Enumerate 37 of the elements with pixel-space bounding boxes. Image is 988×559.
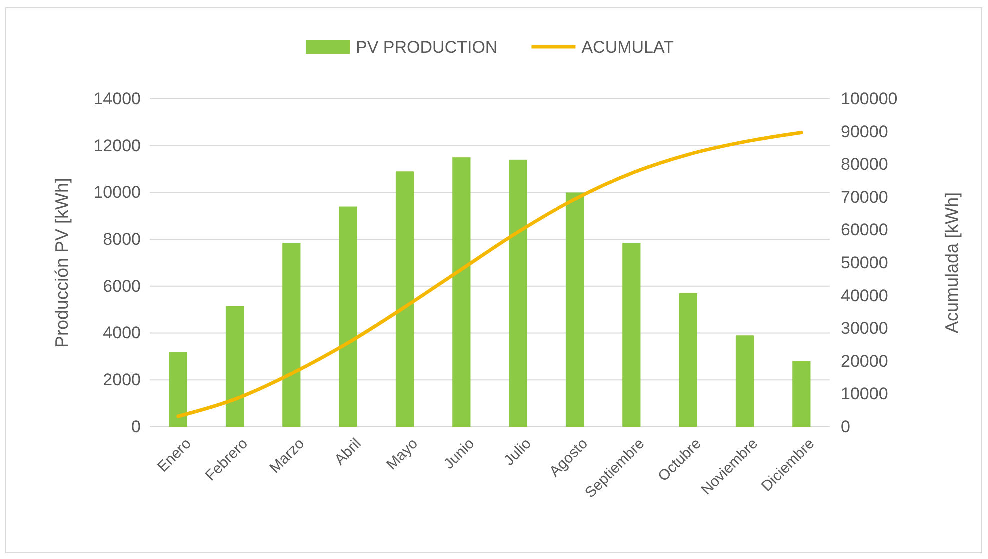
- y2-tick-label: 60000: [841, 220, 888, 240]
- bar: [282, 243, 301, 427]
- y-tick-label: 4000: [103, 324, 141, 343]
- bar: [509, 160, 528, 427]
- line-series: [176, 131, 804, 418]
- bar: [736, 336, 754, 427]
- y-tick-label: 6000: [103, 276, 141, 296]
- bar: [622, 243, 641, 427]
- bar: [679, 293, 698, 427]
- y2-tick-label: 100000: [841, 89, 898, 108]
- y-tick-label: 10000: [94, 183, 141, 202]
- x-tick-label: Julio: [500, 435, 535, 470]
- bar: [452, 158, 471, 427]
- y2-tick-label: 20000: [841, 352, 888, 371]
- y-axis-title: Producción PV [kWh]: [52, 178, 72, 348]
- bar: [566, 192, 584, 427]
- y-tick-label: 8000: [103, 230, 141, 250]
- y2-axis-title: Acumulada [kWh]: [942, 192, 962, 334]
- bar: [169, 352, 188, 427]
- y2-tick-label: 50000: [841, 253, 888, 272]
- y2-tick-label: 0: [841, 417, 850, 436]
- y-tick-label: 12000: [94, 136, 141, 156]
- y2-tick-label: 80000: [841, 155, 888, 174]
- bar: [396, 172, 414, 427]
- y2-tick-label: 40000: [841, 286, 888, 306]
- bar: [339, 206, 358, 427]
- bar: [792, 361, 811, 427]
- legend-label: PV PRODUCTION: [356, 38, 498, 57]
- y2-tick-label: 30000: [841, 319, 888, 338]
- y2-tick-label: 10000: [841, 384, 888, 404]
- y-tick-label: 2000: [103, 370, 141, 390]
- legend-label: ACUMULAT: [582, 38, 674, 57]
- y-tick-label: 14000: [94, 89, 141, 108]
- y2-tick-label: 70000: [841, 188, 888, 207]
- bar: [226, 306, 244, 427]
- y-tick-label: 0: [132, 417, 141, 436]
- y2-tick-label: 90000: [841, 122, 888, 142]
